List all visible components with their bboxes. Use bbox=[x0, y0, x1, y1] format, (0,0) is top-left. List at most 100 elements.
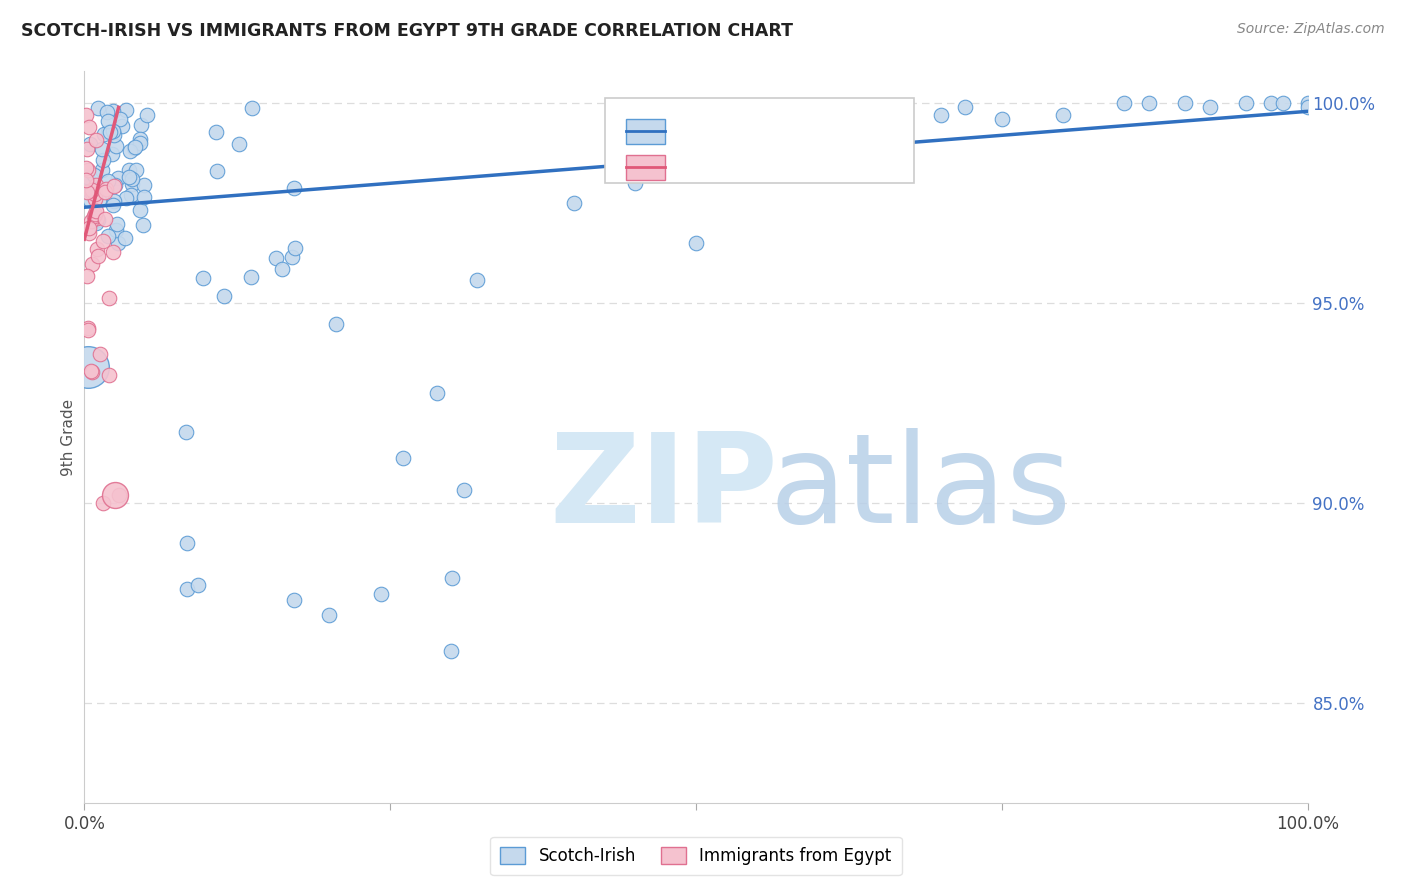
Point bbox=[118, 144, 141, 158]
Point bbox=[134, 190, 156, 204]
Point bbox=[79, 136, 101, 151]
Point bbox=[440, 570, 463, 584]
Point bbox=[90, 162, 112, 177]
Point bbox=[86, 216, 108, 230]
Point bbox=[77, 360, 100, 375]
Point bbox=[114, 230, 136, 244]
Point bbox=[240, 101, 263, 115]
Point bbox=[125, 163, 148, 178]
Point bbox=[1272, 96, 1295, 111]
Point bbox=[84, 186, 107, 201]
Point bbox=[129, 203, 152, 218]
Point bbox=[562, 196, 585, 211]
Text: atlas: atlas bbox=[769, 428, 1071, 549]
Point bbox=[426, 386, 449, 401]
Point bbox=[624, 176, 647, 190]
Point bbox=[176, 582, 198, 596]
Point bbox=[97, 113, 120, 128]
Point bbox=[77, 221, 100, 235]
Point bbox=[131, 218, 153, 232]
Point bbox=[135, 108, 157, 122]
Point bbox=[391, 451, 413, 466]
Point bbox=[239, 269, 262, 284]
Text: SCOTCH-IRISH VS IMMIGRANTS FROM EGYPT 9TH GRADE CORRELATION CHART: SCOTCH-IRISH VS IMMIGRANTS FROM EGYPT 9T… bbox=[21, 22, 793, 40]
Point bbox=[104, 223, 127, 237]
Point bbox=[77, 163, 100, 178]
Point bbox=[83, 168, 105, 182]
Point bbox=[283, 592, 305, 607]
Point bbox=[103, 194, 125, 209]
Point bbox=[93, 128, 115, 142]
Point bbox=[121, 177, 143, 191]
Point bbox=[96, 104, 118, 119]
Point bbox=[212, 289, 235, 303]
Point bbox=[75, 108, 97, 122]
Point bbox=[83, 209, 105, 223]
Point bbox=[101, 244, 124, 259]
Point bbox=[77, 120, 100, 135]
Text: Source: ZipAtlas.com: Source: ZipAtlas.com bbox=[1237, 22, 1385, 37]
Point bbox=[281, 250, 304, 264]
Point bbox=[114, 191, 136, 205]
Point bbox=[75, 173, 97, 187]
Point bbox=[953, 100, 976, 114]
Point bbox=[79, 214, 101, 228]
Point bbox=[205, 164, 228, 178]
Point bbox=[101, 124, 124, 138]
Point bbox=[869, 104, 891, 119]
Point bbox=[807, 136, 830, 151]
Point bbox=[104, 488, 127, 502]
Point bbox=[176, 536, 198, 550]
Point bbox=[97, 291, 120, 305]
Point bbox=[131, 118, 153, 132]
Point bbox=[1236, 96, 1258, 111]
Point bbox=[76, 185, 98, 199]
Point bbox=[103, 128, 125, 142]
Point bbox=[747, 156, 769, 170]
Point bbox=[84, 203, 107, 218]
Point bbox=[193, 270, 215, 285]
Point bbox=[101, 103, 124, 118]
Point bbox=[104, 178, 127, 193]
Point bbox=[101, 147, 124, 161]
Point bbox=[187, 578, 209, 592]
Point bbox=[96, 181, 118, 195]
Point bbox=[103, 178, 125, 193]
Point bbox=[79, 177, 101, 191]
Point bbox=[991, 112, 1014, 127]
Text: R = 0.399   N = 41: R = 0.399 N = 41 bbox=[676, 158, 841, 176]
Point bbox=[82, 365, 104, 379]
Point bbox=[1296, 96, 1319, 111]
Point bbox=[108, 112, 131, 127]
Point bbox=[104, 138, 127, 153]
Y-axis label: 9th Grade: 9th Grade bbox=[60, 399, 76, 475]
Point bbox=[318, 607, 340, 622]
Point bbox=[87, 101, 110, 115]
Point bbox=[75, 161, 97, 176]
Point bbox=[80, 258, 103, 272]
Point bbox=[228, 136, 250, 151]
Point bbox=[91, 142, 114, 156]
Point bbox=[97, 228, 120, 243]
Point bbox=[83, 192, 105, 206]
Point bbox=[86, 242, 108, 256]
Point bbox=[86, 211, 108, 225]
Point bbox=[174, 425, 197, 440]
Point bbox=[101, 197, 124, 211]
Text: ZIP: ZIP bbox=[550, 428, 778, 549]
Point bbox=[107, 171, 129, 186]
Point bbox=[79, 193, 101, 207]
Point bbox=[134, 178, 156, 193]
Legend: Scotch-Irish, Immigrants from Egypt: Scotch-Irish, Immigrants from Egypt bbox=[491, 837, 901, 875]
Point bbox=[1137, 96, 1160, 111]
Point bbox=[84, 133, 107, 147]
Point bbox=[82, 183, 104, 197]
Point bbox=[1296, 100, 1319, 114]
Point bbox=[271, 262, 294, 277]
Point bbox=[1174, 96, 1197, 111]
Point bbox=[1260, 96, 1282, 111]
Point bbox=[685, 236, 707, 251]
Point bbox=[283, 181, 305, 195]
Point bbox=[94, 212, 117, 227]
Point bbox=[453, 483, 475, 498]
